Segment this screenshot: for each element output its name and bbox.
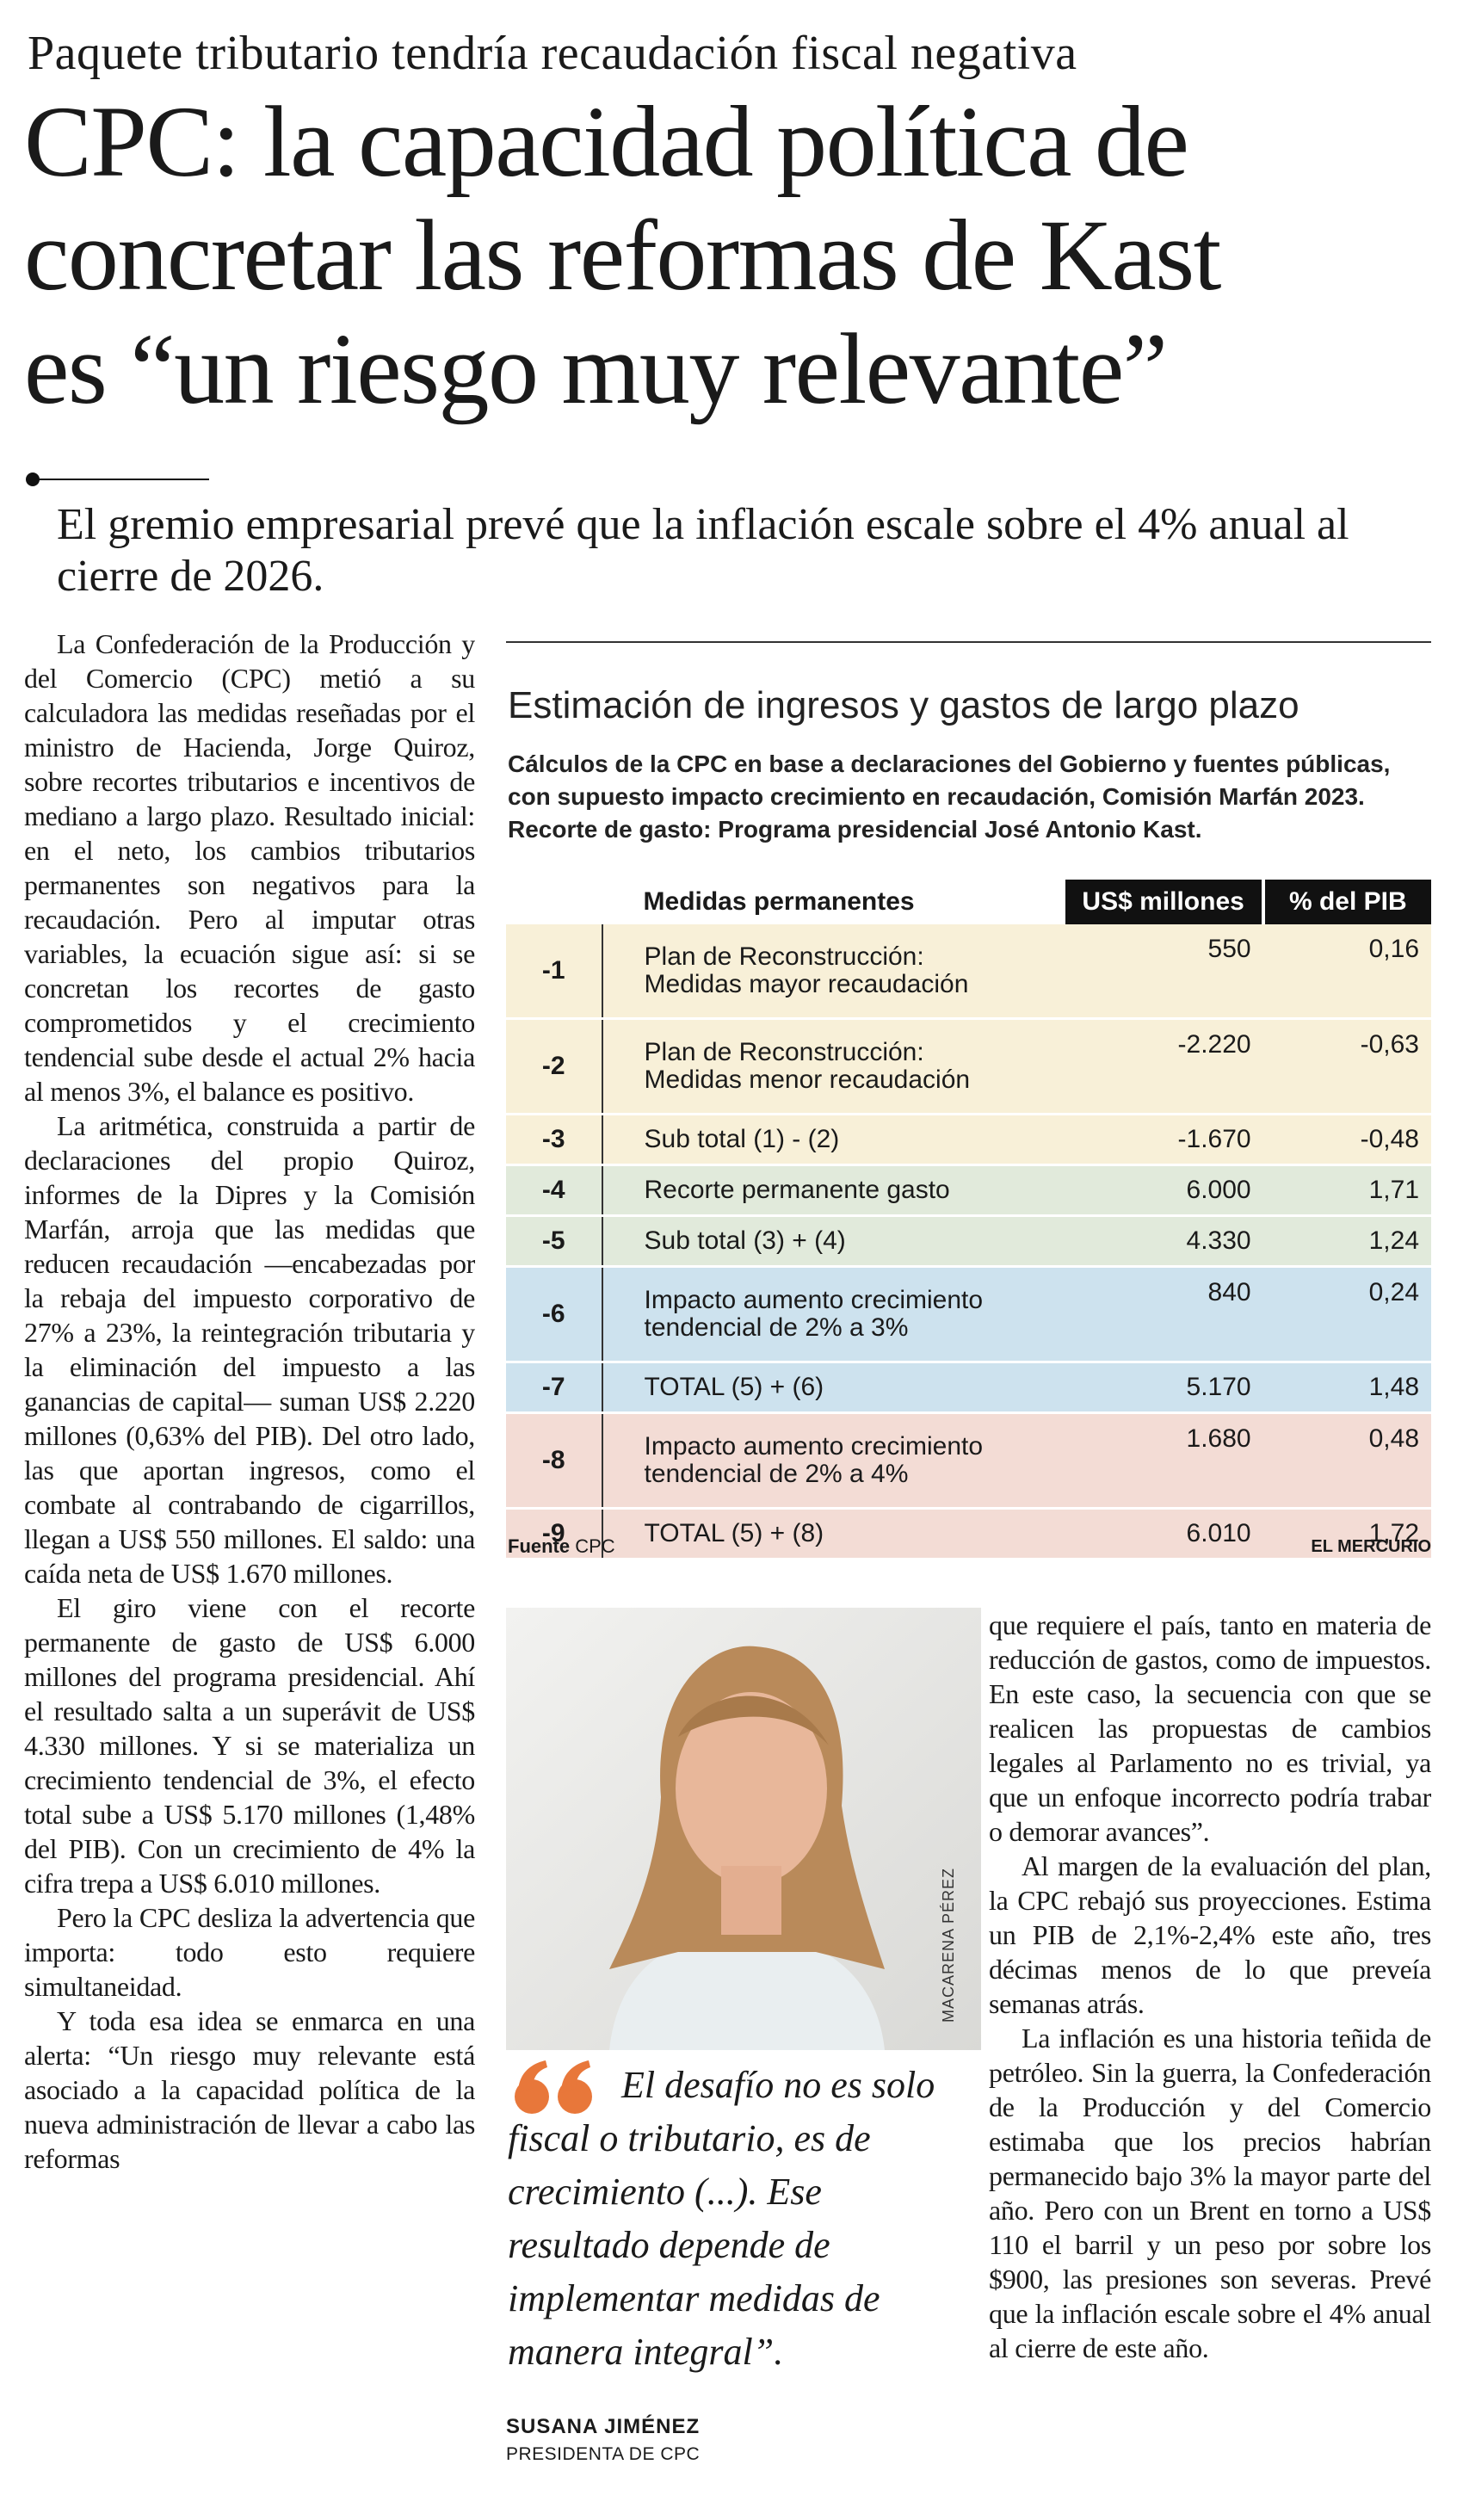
usd-cell: -1.670 bbox=[1063, 1114, 1263, 1166]
table-row: -5 Sub total (3) + (4) 4.330 1,24 bbox=[506, 1215, 1431, 1268]
source: Fuente CPC bbox=[508, 1535, 615, 1558]
measure-line: TOTAL (5) + (6) bbox=[644, 1373, 824, 1401]
table-body: -1 Plan de Reconstrucción: Medidas mayor r… bbox=[506, 924, 1431, 1560]
measure-line: tendencial de 2% a 4% bbox=[644, 1460, 909, 1488]
table-subtitle: Recorte de gasto: Programa presidencial … bbox=[508, 816, 1202, 843]
right-column: que requiere el país, tanto en materia d… bbox=[989, 1608, 1431, 2468]
header-cell: US$ millones bbox=[1061, 880, 1263, 924]
source-label: Fuente bbox=[508, 1535, 571, 1557]
usd-cell: 6.000 bbox=[1063, 1164, 1263, 1217]
paragraph: que requiere el país, tanto en materia d… bbox=[989, 1609, 1431, 1847]
paragraph: Pero la CPC desliza la advertencia que i… bbox=[24, 1902, 475, 2002]
quote-role: PRESIDENTA DE CPC bbox=[506, 2444, 701, 2464]
pib-cell: 1,72 bbox=[1262, 1508, 1431, 1560]
measure-line: Sub total (1) - (2) bbox=[644, 1125, 840, 1153]
usd-cell: 1.680 bbox=[1063, 1412, 1263, 1510]
deck: El gremio empresarial prevé que la infla… bbox=[57, 500, 1349, 601]
pib-cell: 0,48 bbox=[1262, 1412, 1431, 1510]
pib-cell: 1,24 bbox=[1262, 1215, 1431, 1268]
measure-line: TOTAL (5) + (8) bbox=[644, 1519, 824, 1547]
table-row: -4 Recorte permanente gasto 6.000 1,71 bbox=[506, 1164, 1431, 1217]
row-number: -8 bbox=[506, 1412, 603, 1510]
usd-cell: 4.330 bbox=[1063, 1215, 1263, 1268]
measure-cell: Impacto aumento crecimiento tendencial de… bbox=[602, 1266, 1064, 1363]
table-row: -3 Sub total (1) - (2) -1.670 -0,48 bbox=[506, 1114, 1431, 1166]
row-number: -2 bbox=[506, 1018, 603, 1115]
header-cell bbox=[506, 880, 602, 924]
measure-cell: Impacto aumento crecimiento tendencial de… bbox=[602, 1412, 1064, 1510]
header-cell: Medidas permanentes bbox=[643, 887, 915, 916]
measure-cell: Recorte permanente gasto bbox=[602, 1164, 1064, 1217]
table-row: -9 TOTAL (5) + (8) 6.010 1,72 bbox=[506, 1508, 1431, 1560]
measure-line: Plan de Reconstrucción: bbox=[644, 1038, 924, 1066]
pull-quote: El desafío no es solo fiscal o tributari… bbox=[508, 2064, 935, 2373]
pib-cell: 0,24 bbox=[1262, 1266, 1431, 1363]
measure-cell: TOTAL (5) + (6) bbox=[602, 1362, 1064, 1414]
row-number: -1 bbox=[506, 924, 603, 1020]
table-title: Estimación de ingresos y gastos de largo… bbox=[508, 684, 1299, 726]
measure-line: Plan de Reconstrucción: bbox=[644, 942, 924, 971]
header-row: Medidas permanentes US$ millones % del P… bbox=[506, 880, 1431, 924]
pib-cell: -0,48 bbox=[1262, 1114, 1431, 1166]
photo bbox=[506, 1608, 981, 2050]
paragraph: El giro viene con el recorte permanente … bbox=[24, 1592, 475, 1899]
pib-cell: 1,71 bbox=[1262, 1164, 1431, 1217]
kicker: Paquete tributario tendría recaudación f… bbox=[28, 27, 1077, 80]
table-rule bbox=[506, 641, 1431, 643]
measure-line: Medidas mayor recaudación bbox=[644, 970, 969, 998]
photo-credit: MACARENA PÉREZ bbox=[940, 1867, 957, 2023]
usd-cell: 6.010 bbox=[1063, 1508, 1263, 1560]
headline-line: concretar las reformas de Kast bbox=[24, 199, 1221, 312]
paragraph: La aritmética, construida a partir de de… bbox=[24, 1110, 475, 1589]
headline-line: CPC: la capacidad política de bbox=[24, 85, 1189, 198]
data-table: Medidas permanentes US$ millones % del P… bbox=[506, 880, 1431, 1560]
measure-cell: Plan de Reconstrucción: Medidas menor rec… bbox=[602, 1018, 1064, 1115]
table-row: -1 Plan de Reconstrucción: Medidas mayor r… bbox=[506, 924, 1431, 1020]
quote-mark bbox=[515, 2060, 592, 2114]
measure-cell: Plan de Reconstrucción: Medidas mayor rec… bbox=[602, 924, 1064, 1020]
pib-cell: 1,48 bbox=[1262, 1362, 1431, 1414]
paragraph: La inflación es una historia teñida de p… bbox=[989, 2023, 1431, 2363]
measure-cell: TOTAL (5) + (8) bbox=[602, 1508, 1064, 1560]
paragraph: Y toda esa idea se enmarca en una alerta… bbox=[24, 2005, 475, 2174]
paragraph: Al margen de la evaluación del plan, la … bbox=[989, 1850, 1431, 2019]
table-subtitle: con supuesto impacto crecimiento en reca… bbox=[508, 783, 1365, 810]
usd-cell: 550 bbox=[1063, 924, 1263, 1020]
table-subtitle: Cálculos de la CPC en base a declaracion… bbox=[508, 750, 1391, 777]
table-row: -8 Impacto aumento crecimiento tendencial … bbox=[506, 1412, 1431, 1510]
measure-line: Impacto aumento crecimiento bbox=[644, 1432, 984, 1461]
left-column: La Confederación de la Producción y del … bbox=[24, 627, 475, 2468]
paragraph: La Confederación de la Producción y del … bbox=[24, 628, 475, 1107]
row-number: -7 bbox=[506, 1362, 603, 1414]
measure-line: Medidas menor recaudación bbox=[644, 1065, 971, 1094]
measure-line: Recorte permanente gasto bbox=[644, 1176, 950, 1204]
table-row: -7 TOTAL (5) + (6) 5.170 1,48 bbox=[506, 1362, 1431, 1414]
measure-cell: Sub total (3) + (4) bbox=[602, 1215, 1064, 1268]
row-number: -5 bbox=[506, 1215, 603, 1268]
measure-line: Sub total (3) + (4) bbox=[644, 1226, 846, 1255]
row-number: -3 bbox=[506, 1114, 603, 1166]
usd-cell: 840 bbox=[1063, 1266, 1263, 1363]
usd-cell: 5.170 bbox=[1063, 1362, 1263, 1414]
usd-cell: -2.220 bbox=[1063, 1018, 1263, 1115]
row-number: -6 bbox=[506, 1266, 603, 1363]
divider bbox=[26, 472, 209, 486]
table-row: -2 Plan de Reconstrucción: Medidas menor r… bbox=[506, 1018, 1431, 1115]
table-row: -6 Impacto aumento crecimiento tendencial … bbox=[506, 1266, 1431, 1363]
measure-line: tendencial de 2% a 3% bbox=[644, 1313, 909, 1342]
measure-cell: Sub total (1) - (2) bbox=[602, 1114, 1064, 1166]
quote-author: SUSANA JIMÉNEZ bbox=[506, 2415, 701, 2438]
source-value: CPC bbox=[575, 1535, 615, 1557]
pib-cell: -0,63 bbox=[1262, 1018, 1431, 1115]
graphic-credit: EL MERCURIO bbox=[1311, 1537, 1431, 1556]
pib-cell: 0,16 bbox=[1262, 924, 1431, 1020]
row-number: -4 bbox=[506, 1164, 603, 1217]
measure-line: Impacto aumento crecimiento bbox=[644, 1286, 984, 1314]
row-number: -9 bbox=[506, 1508, 603, 1560]
header-cell: % del PIB bbox=[1261, 880, 1431, 924]
headline-line: es “un riesgo muy relevante” bbox=[24, 312, 1168, 425]
